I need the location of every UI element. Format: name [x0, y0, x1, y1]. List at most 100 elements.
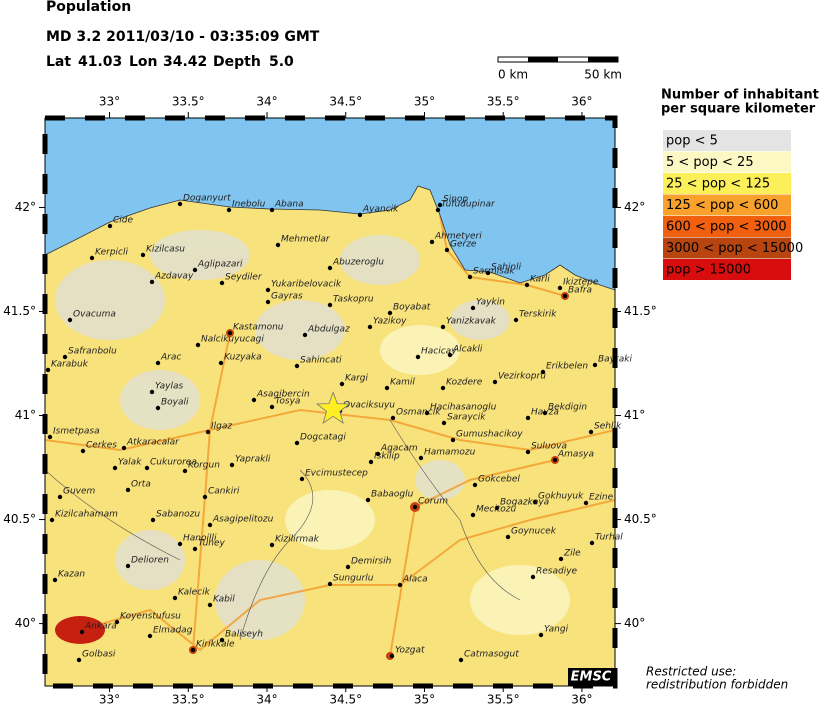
city-label: Kirikkale [196, 640, 235, 650]
city-label: Yaykin [476, 298, 505, 308]
city-dot [532, 499, 538, 505]
city-dot [450, 437, 456, 443]
city-label: Atkaracalar [126, 438, 180, 448]
depth-label: Depth [213, 54, 261, 70]
city-label: Ovacuma [73, 310, 116, 320]
city-label: Alaca [402, 575, 428, 585]
city-dot [47, 434, 53, 440]
city-dot [80, 448, 86, 454]
city-dot [192, 546, 198, 552]
city-label: Goynucek [511, 527, 557, 537]
city-label: Yukaribelovacik [271, 280, 342, 290]
city-dot [265, 299, 271, 305]
city-dot [125, 487, 131, 493]
city-label: Yanizkavak [446, 317, 497, 327]
city-label: Golbasi [82, 650, 116, 660]
city-dot [147, 633, 153, 639]
x-tick-label: 36° [571, 693, 592, 707]
city-label: Sarmisak [473, 267, 515, 277]
city-dot [367, 324, 373, 330]
city-dot [79, 629, 85, 635]
legend-label: 25 < pop < 125 [666, 177, 770, 192]
legend-label: 125 < pop < 600 [666, 198, 778, 213]
city-dot [275, 242, 281, 248]
x-tick-label: 35.5° [487, 95, 520, 109]
city-dot [345, 564, 351, 570]
city-label: Ankara [84, 622, 117, 632]
city-dot [219, 280, 225, 286]
city-dot [269, 542, 275, 548]
city-dot [592, 362, 598, 368]
city-dot [440, 324, 446, 330]
city-dot [218, 360, 224, 366]
city-dot [552, 457, 558, 463]
city-dot [52, 577, 58, 583]
city-dot [485, 270, 491, 276]
city-label: Asagipelitozu [212, 515, 274, 525]
legend-swatch [663, 216, 791, 237]
city-label: Amasya [557, 450, 594, 460]
lat-label: Lat [46, 54, 71, 70]
legend-swatch [663, 237, 791, 259]
city-dot [251, 397, 257, 403]
x-tick-label: 33° [99, 693, 120, 707]
city-label: Ikiztepe [563, 278, 599, 288]
city-label: Agacam [380, 444, 418, 454]
city-label: Hamamozu [424, 448, 476, 458]
legend-label: pop < 5 [666, 134, 718, 149]
y-tick-label: 42° [15, 200, 36, 214]
city-dot [57, 494, 63, 500]
y-tick-label: 40° [15, 616, 36, 630]
city-label: Doganyurt [183, 194, 231, 204]
city-dot [588, 429, 594, 435]
city-dot [150, 517, 156, 523]
city-label: Catmasogut [464, 650, 519, 660]
city-label: Cerkes [86, 441, 117, 451]
city-label: Evcimustecep [305, 469, 368, 479]
legend-title: Number of inhabitants [661, 88, 819, 103]
lon-label: Lon [129, 54, 158, 70]
city-label: Ismetpasa [53, 427, 100, 437]
y-tick-label: 40° [624, 616, 645, 630]
x-tick-label: 34° [256, 693, 277, 707]
x-tick-label: 35.5° [487, 693, 520, 707]
legend-label: 3000 < pop < 15000 [666, 241, 803, 256]
city-label: Seydiler [225, 273, 263, 283]
city-label: Kuzyaka [224, 353, 262, 363]
city-label: Orta [131, 480, 151, 490]
city-label: Yaprakli [235, 455, 271, 465]
city-dot [327, 265, 333, 271]
city-dot [444, 247, 450, 253]
city-dot [177, 201, 183, 207]
city-label: Inebolu [232, 200, 266, 210]
city-dot [229, 462, 235, 468]
city-dot [149, 389, 155, 395]
city-dot [447, 352, 453, 358]
epicenter [315, 391, 351, 424]
depth: 5.0 [269, 54, 294, 70]
city-label: Abuzeroglu [332, 258, 384, 268]
city-dot [368, 459, 374, 465]
scale-start: 0 km [498, 68, 528, 82]
city-dot [144, 465, 150, 471]
map-border [44, 117, 616, 687]
city-dot [192, 267, 198, 273]
x-tick-label: 34.5° [329, 693, 362, 707]
city-dot [226, 207, 232, 213]
x-tick-label: 34° [256, 95, 277, 109]
footer: redistribution forbidden [646, 678, 788, 692]
city-dot [202, 494, 208, 500]
logo: EMSC [571, 670, 612, 685]
city-label: Tuney [198, 539, 226, 549]
y-tick-label: 41° [15, 408, 36, 422]
city-dot [412, 504, 418, 510]
city-dot [121, 445, 127, 451]
city-dot [294, 440, 300, 446]
city-label: Kizilirmak [275, 535, 320, 545]
city-label: Resadiye [536, 567, 578, 577]
city-label: Aglipazari [197, 260, 243, 270]
city-dot [524, 282, 530, 288]
city-label: Gerze [450, 240, 477, 250]
city-label: Boyali [161, 398, 189, 408]
footer: Restricted use: [646, 665, 736, 679]
